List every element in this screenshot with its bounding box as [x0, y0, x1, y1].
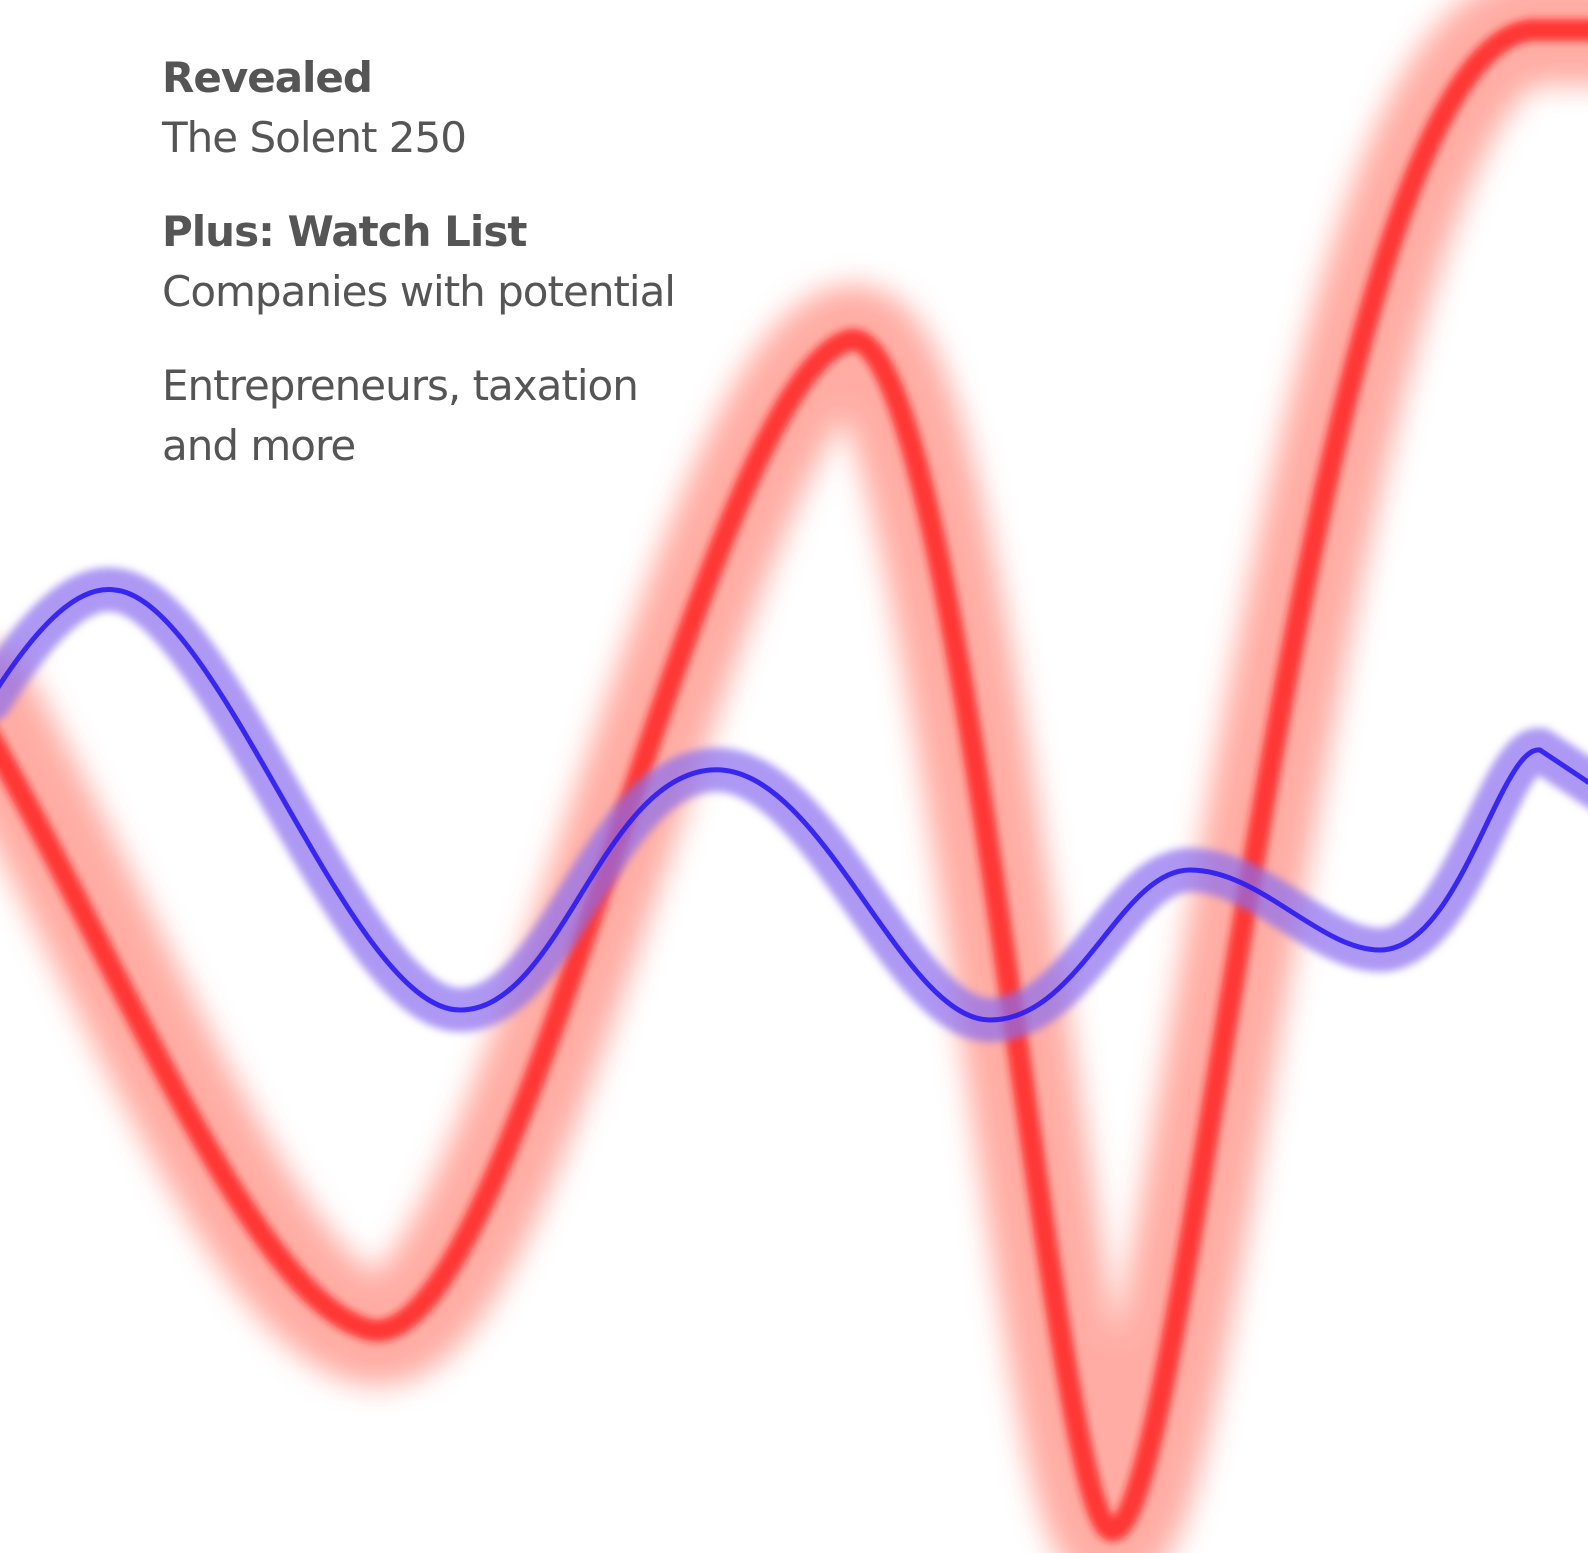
headline: Revealed: [162, 48, 675, 108]
feature-title: Plus: Watch List: [162, 202, 675, 262]
cover-page: {"cover": { "headline": "Revealed", "sub…: [0, 0, 1588, 1553]
subheadline: The Solent 250: [162, 108, 675, 168]
feature-subtitle: Companies with potential: [162, 262, 675, 322]
extra-line: and more: [162, 416, 675, 476]
cover-text: Revealed The Solent 250 Plus: Watch List…: [162, 48, 675, 476]
extra-line: Entrepreneurs, taxation: [162, 356, 675, 416]
blue-ribbon: [0, 590, 1588, 1020]
